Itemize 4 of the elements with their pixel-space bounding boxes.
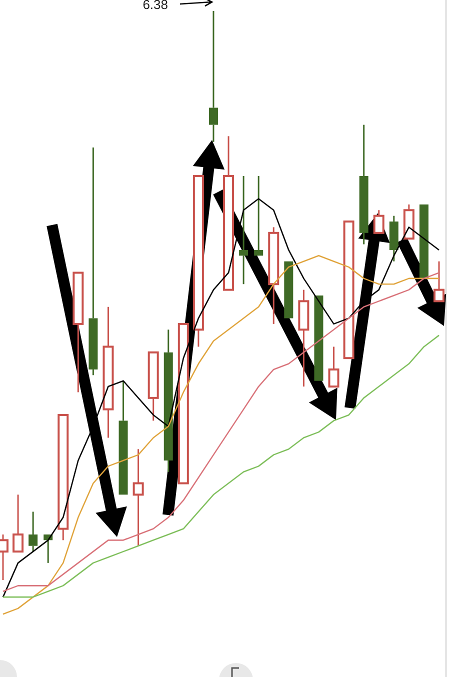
annotation: 6.38 [142,0,168,12]
candlestick [132,448,144,547]
candlestick [298,289,310,388]
candlestick [102,306,114,438]
